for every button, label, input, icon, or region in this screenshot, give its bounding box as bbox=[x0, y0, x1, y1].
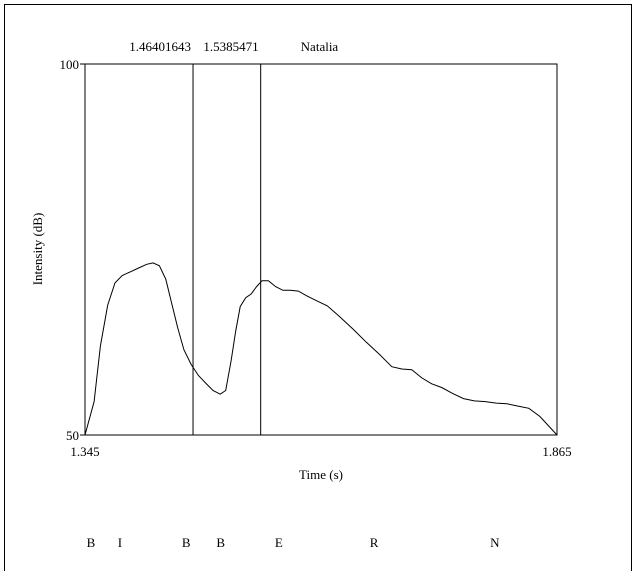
cursor-label-1: 1.46401643 bbox=[129, 39, 191, 54]
segment-label-1: B bbox=[87, 535, 96, 550]
x-axis-label: Time (s) bbox=[299, 467, 343, 482]
plot-area bbox=[84, 63, 558, 436]
x-tick-label-max: 1.865 bbox=[542, 444, 571, 459]
segment-label-5: E bbox=[275, 535, 283, 550]
segment-label-3: B bbox=[182, 535, 191, 550]
cursor-label-2: 1.5385471 bbox=[203, 39, 258, 54]
segment-label-4: B bbox=[216, 535, 225, 550]
segment-label-6: R bbox=[370, 535, 379, 550]
window-frame bbox=[4, 4, 632, 571]
y-tick-label-max: 100 bbox=[60, 57, 80, 72]
y-axis-label: Intensity (dB) bbox=[30, 213, 45, 286]
speaker-annotation: Natalia bbox=[301, 39, 339, 54]
intensity-curve bbox=[84, 262, 558, 436]
segment-label-2: I bbox=[118, 535, 122, 550]
x-tick-label-min: 1.345 bbox=[70, 444, 99, 459]
y-tick-label-min: 50 bbox=[66, 428, 79, 443]
segment-label-7: N bbox=[490, 535, 500, 550]
cursor-lines: 1.46401643 1.5385471 bbox=[129, 39, 262, 435]
